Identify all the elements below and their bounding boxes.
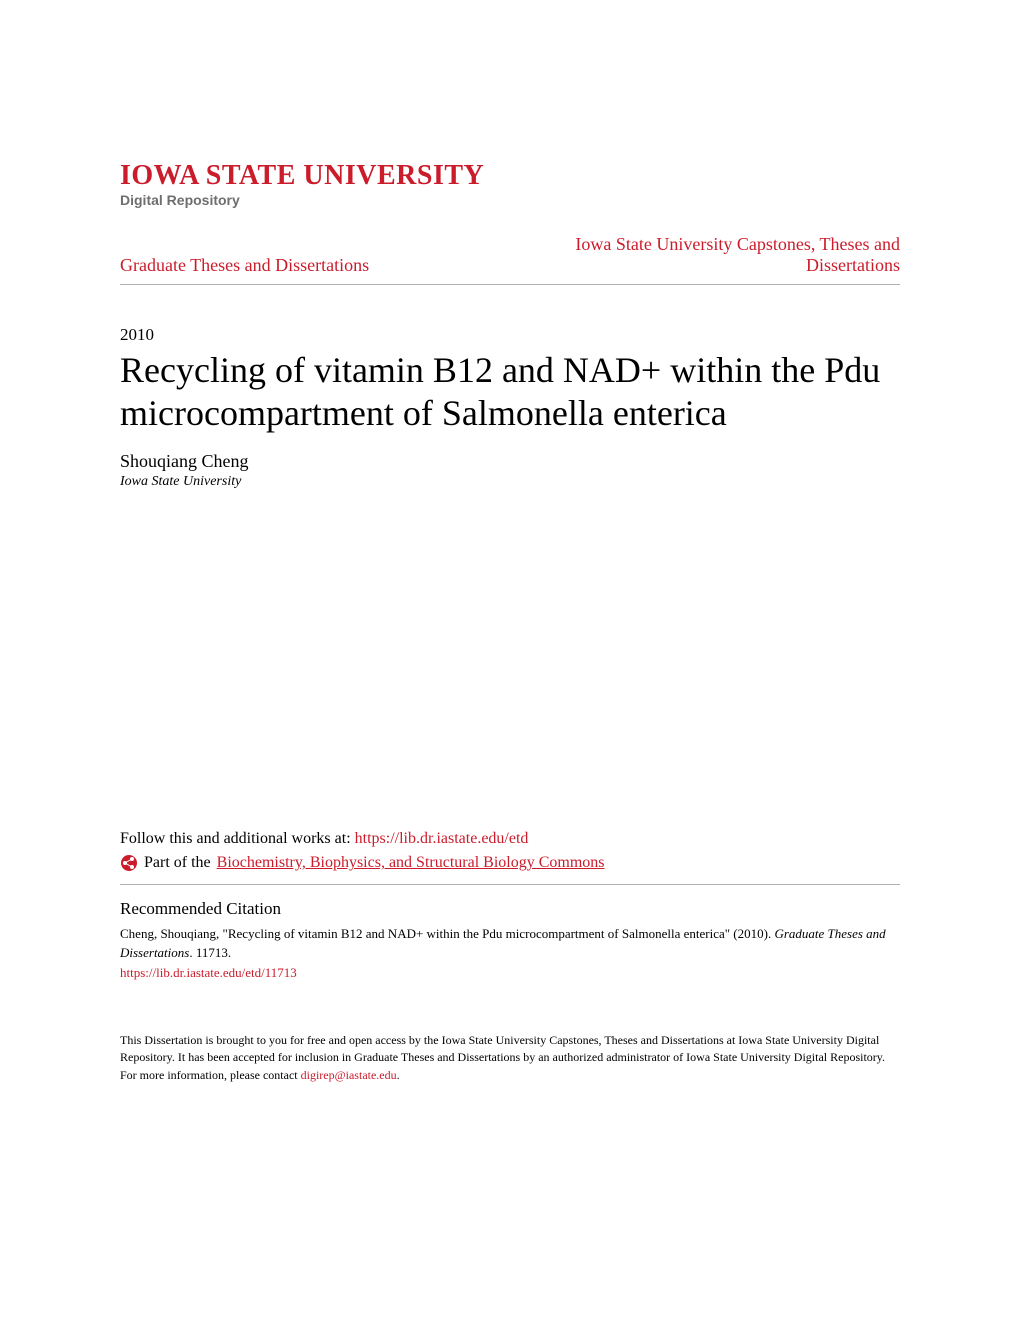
network-icon [120,854,138,872]
logo-university-name: IOWA STATE UNIVERSITY [120,160,900,192]
commons-link[interactable]: Biochemistry, Biophysics, and Structural… [217,854,605,872]
footer-disclaimer: This Dissertation is brought to you for … [120,1032,900,1084]
breadcrumb-header: Graduate Theses and Dissertations Iowa S… [120,234,900,285]
author-name: Shouqiang Cheng [120,451,900,472]
footer-after-email: . [397,1068,400,1082]
citation-after-italic: . 11713. [189,945,231,960]
footer-text-main: This Dissertation is brought to you for … [120,1033,885,1082]
recommended-citation-heading: Recommended Citation [120,899,900,919]
divider-line [120,884,900,885]
collection-link-left[interactable]: Graduate Theses and Dissertations [120,255,369,276]
logo-block: IOWA STATE UNIVERSITY Digital Repository [120,160,900,208]
spacer [120,490,900,830]
logo-subtitle: Digital Repository [120,192,900,208]
part-of-prefix: Part of the [144,854,211,872]
follow-url-link[interactable]: https://lib.dr.iastate.edu/etd [355,830,529,847]
contact-email-link[interactable]: digirep@iastate.edu [301,1068,397,1082]
citation-text: Cheng, Shouqiang, "Recycling of vitamin … [120,925,900,982]
collection-link-right[interactable]: Iowa State University Capstones, Theses … [540,234,900,276]
publication-year: 2010 [120,325,900,345]
author-affiliation: Iowa State University [120,474,900,490]
follow-prefix: Follow this and additional works at: [120,830,355,847]
part-of-line: Part of the Biochemistry, Biophysics, an… [120,854,900,872]
paper-title: Recycling of vitamin B12 and NAD+ within… [120,349,900,435]
citation-before-italic: Cheng, Shouqiang, "Recycling of vitamin … [120,926,774,941]
follow-works-line: Follow this and additional works at: htt… [120,830,900,848]
citation-url-link[interactable]: https://lib.dr.iastate.edu/etd/11713 [120,964,900,982]
